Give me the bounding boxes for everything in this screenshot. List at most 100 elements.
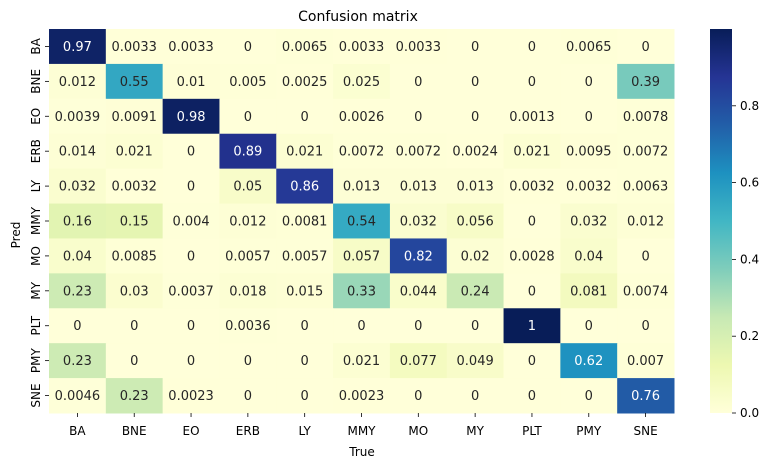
heatmap-cell-label: 0 <box>414 389 422 404</box>
heatmap-cell-label: 0.0057 <box>225 249 271 264</box>
heatmap-cell <box>389 29 448 65</box>
heatmap-cell <box>560 29 618 65</box>
heatmap-cell-label: 0 <box>471 389 479 404</box>
heatmap-cell <box>219 133 277 170</box>
heatmap-cell <box>560 238 618 274</box>
heatmap-cell-label: 0.025 <box>343 75 380 90</box>
heatmap-cell <box>105 133 164 170</box>
x-tick-label: EO <box>183 424 200 438</box>
heatmap-cell-label: 0.01 <box>177 75 206 90</box>
heatmap-cell <box>503 133 561 170</box>
heatmap-cell-label: 0.97 <box>63 40 92 55</box>
heatmap-cell-label: 0.077 <box>400 354 437 369</box>
heatmap-cell <box>162 63 220 100</box>
heatmap-cell <box>105 168 164 205</box>
heatmap-cell-label: 0.0095 <box>566 145 612 160</box>
heatmap-cell-label: 0 <box>414 75 422 90</box>
y-tick-label: MO <box>29 246 43 266</box>
heatmap-cell-label: 0 <box>528 389 536 404</box>
heatmap-cell-label: 0 <box>301 319 309 334</box>
x-tick-label: LY <box>298 424 311 438</box>
heatmap-cell-label: 0.013 <box>343 180 380 195</box>
heatmap-cell <box>49 308 107 344</box>
heatmap-cell-label: 0 <box>471 40 479 55</box>
heatmap-cell <box>503 203 561 239</box>
heatmap-cell-label: 0 <box>585 110 593 125</box>
heatmap-cell-label: 0.0023 <box>168 389 214 404</box>
y-tick-label: MY <box>29 281 43 299</box>
heatmap-cell <box>389 203 448 239</box>
heatmap-cell <box>219 378 277 414</box>
heatmap-cell <box>333 63 391 100</box>
heatmap-cell-label: 0.0081 <box>282 215 328 230</box>
heatmap-cell-label: 0.0078 <box>623 110 669 125</box>
heatmap-cell <box>333 378 391 414</box>
heatmap-cell <box>503 343 561 379</box>
heatmap-cell-label: 1 <box>528 319 536 334</box>
heatmap-cell <box>446 133 505 170</box>
heatmap-cell-label: 0.0033 <box>111 40 157 55</box>
heatmap-cell <box>560 133 618 170</box>
heatmap-cell-label: 0.012 <box>59 75 96 90</box>
heatmap-cell <box>446 63 505 100</box>
y-tick-label: PMY <box>29 348 43 374</box>
heatmap-cell-label: 0.05 <box>233 180 262 195</box>
heatmap-cell-label: 0.0032 <box>566 180 612 195</box>
heatmap-cell <box>617 238 675 274</box>
heatmap-cell-label: 0.044 <box>400 284 437 299</box>
heatmap-cell <box>276 98 334 135</box>
heatmap-cell-label: 0 <box>244 110 252 125</box>
heatmap-cell <box>446 168 505 205</box>
heatmap-cell-label: 0 <box>301 354 309 369</box>
y-tick-label: ERB <box>29 139 43 163</box>
heatmap-cell <box>49 273 107 309</box>
heatmap-cell-label: 0.032 <box>59 180 96 195</box>
y-tick-label: SNE <box>29 383 43 407</box>
heatmap-cell <box>105 308 164 344</box>
heatmap-cell-label: 0.23 <box>120 389 149 404</box>
heatmap-cell-label: 0.15 <box>120 215 149 230</box>
heatmap-cell <box>105 343 164 379</box>
heatmap-cell <box>389 168 448 205</box>
heatmap-cell <box>276 63 334 100</box>
heatmap-cell-label: 0.013 <box>400 180 437 195</box>
heatmap-cell-label: 0.0037 <box>168 284 214 299</box>
heatmap-cell-label: 0.0032 <box>111 180 157 195</box>
y-tick-label: BA <box>29 37 43 54</box>
heatmap-cell-label: 0 <box>187 180 195 195</box>
heatmap-cell-label: 0.98 <box>177 110 206 125</box>
heatmap-cell <box>162 238 220 274</box>
heatmap-cell <box>105 98 164 135</box>
heatmap-cell <box>162 29 220 65</box>
y-tick-label: BNE <box>29 69 43 94</box>
heatmap-cell-label: 0.021 <box>286 145 323 160</box>
heatmap-cell <box>560 98 618 135</box>
heatmap-cell <box>446 29 505 65</box>
heatmap-cell <box>276 203 334 239</box>
heatmap-cell <box>389 63 448 100</box>
heatmap-cell-label: 0.0032 <box>509 180 555 195</box>
heatmap-cell-label: 0.032 <box>400 215 437 230</box>
heatmap-cell <box>276 343 334 379</box>
heatmap-cell-label: 0 <box>73 319 81 334</box>
heatmap-cell <box>617 29 675 65</box>
heatmap-cell <box>333 343 391 379</box>
heatmap-cell <box>276 133 334 170</box>
heatmap-cell <box>105 29 164 65</box>
heatmap-cell <box>276 273 334 309</box>
heatmap-cell-label: 0.012 <box>229 215 266 230</box>
heatmap-cell <box>560 168 618 205</box>
heatmap-cell-label: 0.021 <box>343 354 380 369</box>
heatmap-cell-label: 0.23 <box>63 284 92 299</box>
heatmap-cell <box>333 98 391 135</box>
heatmap-cell <box>276 378 334 414</box>
x-tick-label: MO <box>408 424 428 438</box>
heatmap-cell-label: 0 <box>641 40 649 55</box>
heatmap-cell-label: 0.013 <box>457 180 494 195</box>
colorbar-tick-label: 0.6 <box>740 176 759 190</box>
colorbar-tick-label: 0.0 <box>740 406 759 420</box>
heatmap-cell <box>446 203 505 239</box>
x-tick-label: PMY <box>576 424 602 438</box>
heatmap-cell-label: 0.0026 <box>339 110 385 125</box>
heatmap-cell-label: 0.0025 <box>282 75 328 90</box>
